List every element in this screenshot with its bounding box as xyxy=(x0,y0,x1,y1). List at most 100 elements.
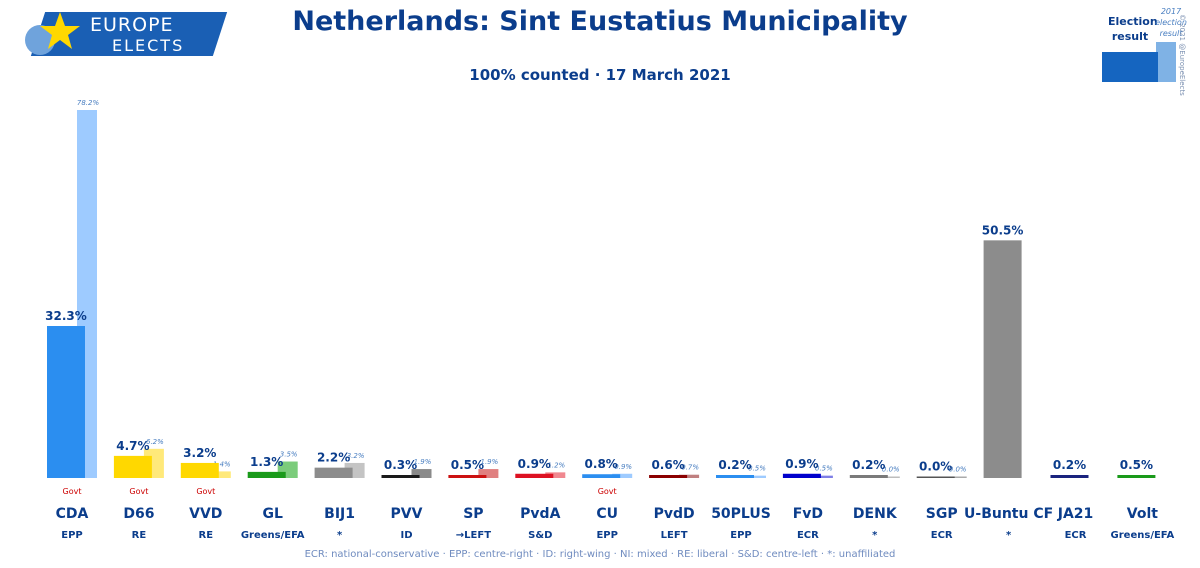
result-bar xyxy=(1117,475,1156,478)
previous-value-label: 3.5% xyxy=(280,451,298,459)
party-name-label: BIJ1 xyxy=(324,506,355,522)
party-group-label: EPP xyxy=(730,530,752,541)
previous-bar xyxy=(545,472,566,478)
result-value-label: 0.0% xyxy=(919,460,952,474)
result-bar xyxy=(113,455,152,478)
result-bar xyxy=(916,476,955,478)
result-bar xyxy=(314,467,353,478)
footnote: ECR: national-conservative · EPP: centre… xyxy=(304,549,896,560)
party-name-label: 50PLUS xyxy=(711,506,771,522)
legend-current-swatch xyxy=(1102,52,1158,82)
party-name-label: SP xyxy=(463,506,483,522)
previous-bar xyxy=(411,469,432,478)
legend-previous-label: 2017 election result xyxy=(1155,7,1187,38)
result-value-label: 3.2% xyxy=(183,446,216,460)
result-bar xyxy=(649,475,688,478)
previous-value-label: 6.2% xyxy=(146,438,164,446)
result-bar xyxy=(716,475,754,478)
result-bar xyxy=(47,326,85,478)
previous-bar xyxy=(746,475,766,478)
party-group-label: Greens/EFA xyxy=(1111,530,1175,541)
previous-value-label: 1.9% xyxy=(481,458,499,466)
result-bar xyxy=(381,475,420,478)
result-value-label: 0.9% xyxy=(518,457,551,471)
party-group-label: RE xyxy=(132,530,147,541)
result-value-label: 4.7% xyxy=(116,439,149,453)
party-name-label: DENK xyxy=(853,506,898,522)
govt-marker: Govt xyxy=(196,487,215,496)
party-group-label: ID xyxy=(400,530,412,541)
previous-bar xyxy=(812,475,833,478)
previous-value-label: 1.4% xyxy=(213,460,231,468)
govt-marker: Govt xyxy=(598,487,617,496)
previous-value-label: 0.0% xyxy=(949,466,967,474)
result-value-label: 0.8% xyxy=(585,457,618,471)
logo-line1: EUROPE xyxy=(90,14,174,36)
result-value-label: 0.5% xyxy=(1120,458,1153,472)
result-bar xyxy=(1050,475,1089,478)
result-bar xyxy=(515,473,554,478)
party-name-label: Volt xyxy=(1127,506,1158,522)
result-bar xyxy=(247,471,286,478)
party-group-label: EPP xyxy=(596,530,618,541)
result-value-label: 0.9% xyxy=(785,457,818,471)
result-value-label: 32.3% xyxy=(45,309,87,323)
party-name-label: GL xyxy=(262,506,282,522)
previous-bar xyxy=(946,476,967,478)
chart-subtitle: 100% counted · 17 March 2021 xyxy=(469,66,731,84)
result-value-label: 2.2% xyxy=(317,451,350,465)
party-group-label: ECR xyxy=(1065,530,1087,541)
result-bar xyxy=(180,462,219,478)
legend-current-label: Election result xyxy=(1108,15,1158,43)
party-name-label: SGP xyxy=(926,506,958,522)
previous-bar xyxy=(679,474,700,478)
party-group-label: * xyxy=(337,530,343,541)
europe-elects-logo: EUROPE ELECTS xyxy=(20,10,228,58)
party-group-label: S&D xyxy=(528,530,552,541)
previous-bar xyxy=(879,476,900,478)
legend: Election result 2017 election result xyxy=(1100,6,1187,112)
party-group-label: * xyxy=(1006,530,1012,541)
party-group-label: LEFT xyxy=(661,530,688,541)
party-group-label: ECR xyxy=(797,530,819,541)
logo-line2: ELECTS xyxy=(112,36,185,55)
party-name-label: FvD xyxy=(793,506,823,522)
party-name-label: CDA xyxy=(56,506,89,522)
party-group-label: Greens/EFA xyxy=(241,530,305,541)
result-value-label: 1.3% xyxy=(250,455,283,469)
result-bar xyxy=(983,240,1022,478)
chart-title: Netherlands: Sint Eustatius Municipality xyxy=(292,6,908,37)
previous-value-label: 0.0% xyxy=(882,466,900,474)
previous-value-label: 0.7% xyxy=(681,464,699,472)
result-value-label: 0.3% xyxy=(384,458,417,472)
previous-value-label: 3.2% xyxy=(347,452,365,460)
party-name-label: U-Buntu CF xyxy=(964,506,1053,522)
party-name-label: PvdA xyxy=(520,506,560,522)
previous-value-label: 0.5% xyxy=(815,465,833,473)
previous-value-label: 78.2% xyxy=(77,99,100,107)
previous-bar xyxy=(210,471,231,478)
result-bar xyxy=(448,475,487,478)
previous-bar xyxy=(612,473,633,478)
previous-value-label: 1.9% xyxy=(414,458,432,466)
result-bar xyxy=(582,474,621,478)
party-group-label: * xyxy=(872,530,878,541)
party-group-label: EPP xyxy=(61,530,83,541)
party-name-label: PvdD xyxy=(654,506,695,522)
previous-bar xyxy=(478,469,499,478)
legend-previous-swatch xyxy=(1156,42,1176,82)
party-name-label: PVV xyxy=(391,506,423,522)
party-name-label: VVD xyxy=(189,506,222,522)
result-value-label: 0.2% xyxy=(852,458,885,472)
result-value-label: 50.5% xyxy=(982,223,1024,237)
result-bar xyxy=(849,475,888,478)
result-value-label: 0.6% xyxy=(651,458,684,472)
result-bar xyxy=(782,473,821,478)
party-name-label: D66 xyxy=(123,506,154,522)
party-name-label: JA21 xyxy=(1057,506,1094,522)
govt-marker: Govt xyxy=(63,487,82,496)
party-name-label: CU xyxy=(596,506,618,522)
party-group-label: RE xyxy=(199,530,214,541)
result-value-label: 0.2% xyxy=(1053,458,1086,472)
